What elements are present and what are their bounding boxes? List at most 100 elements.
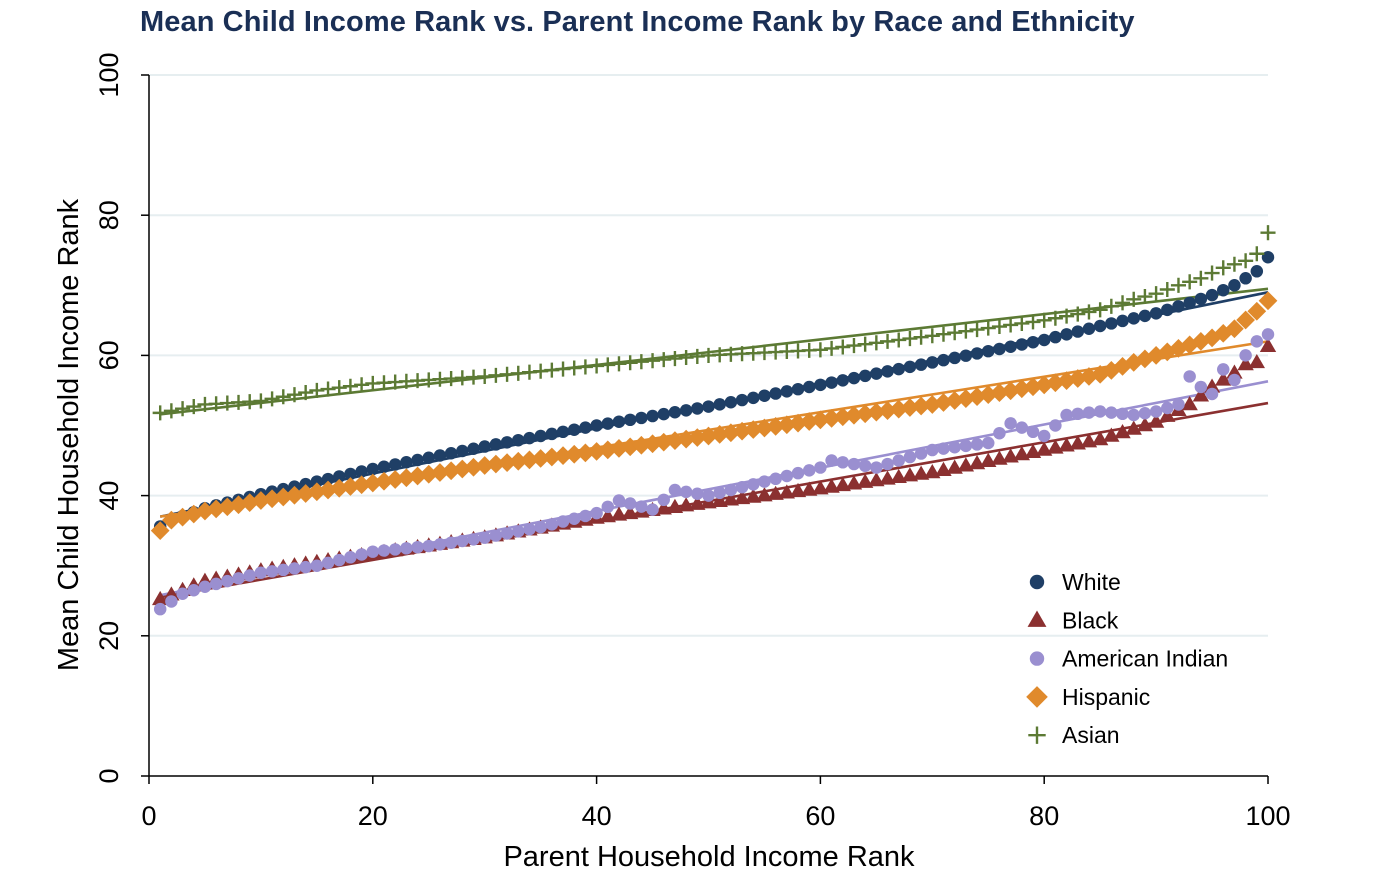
data-point bbox=[959, 349, 973, 362]
data-point bbox=[836, 456, 850, 469]
data-point bbox=[1183, 370, 1196, 383]
data-point bbox=[288, 562, 301, 575]
data-point bbox=[799, 412, 819, 431]
data-point bbox=[856, 473, 874, 488]
data-point bbox=[948, 351, 961, 365]
data-point bbox=[1172, 398, 1185, 411]
data-point bbox=[691, 402, 704, 415]
data-point bbox=[880, 333, 896, 349]
data-point bbox=[1116, 314, 1129, 328]
data-point bbox=[1047, 310, 1063, 326]
data-point bbox=[814, 378, 827, 392]
data-point bbox=[1014, 315, 1030, 331]
data-point bbox=[643, 434, 662, 454]
data-point bbox=[1090, 364, 1110, 384]
data-point bbox=[1194, 380, 1208, 394]
data-point bbox=[868, 472, 885, 487]
data-point bbox=[844, 405, 864, 425]
data-point bbox=[1170, 277, 1187, 293]
data-point bbox=[836, 374, 850, 387]
data-point bbox=[691, 487, 704, 500]
data-point bbox=[914, 358, 928, 371]
data-point bbox=[646, 503, 659, 516]
legend-marker bbox=[1029, 574, 1045, 590]
data-point bbox=[892, 454, 905, 467]
data-point bbox=[1049, 419, 1062, 432]
data-point bbox=[1093, 319, 1107, 333]
data-point bbox=[937, 442, 950, 455]
data-point bbox=[623, 413, 637, 427]
data-point bbox=[277, 563, 290, 577]
data-point bbox=[924, 328, 940, 344]
data-point bbox=[1228, 373, 1241, 387]
data-point bbox=[251, 491, 271, 510]
data-point bbox=[1049, 330, 1062, 344]
data-point bbox=[545, 427, 559, 441]
data-point bbox=[812, 342, 828, 358]
data-point bbox=[870, 367, 883, 380]
y-tick-label: 80 bbox=[94, 200, 124, 230]
data-point bbox=[240, 493, 260, 512]
data-point bbox=[478, 531, 491, 544]
data-point bbox=[310, 475, 324, 488]
x-tick-label: 100 bbox=[1245, 801, 1290, 831]
data-point bbox=[229, 495, 248, 515]
data-point bbox=[1046, 373, 1065, 393]
data-point bbox=[847, 457, 861, 471]
data-point bbox=[868, 335, 884, 351]
data-point bbox=[1172, 300, 1185, 313]
data-point bbox=[912, 465, 930, 480]
data-point bbox=[1194, 292, 1208, 306]
data-point bbox=[668, 406, 682, 419]
data-point bbox=[879, 470, 896, 485]
data-point bbox=[900, 398, 920, 417]
data-point bbox=[699, 426, 718, 446]
data-point bbox=[665, 431, 685, 451]
data-point bbox=[756, 487, 773, 502]
data-point bbox=[1159, 281, 1175, 298]
data-point bbox=[1250, 265, 1264, 278]
data-point bbox=[579, 421, 592, 434]
data-point bbox=[198, 580, 212, 593]
data-point bbox=[1114, 295, 1131, 311]
data-point bbox=[668, 483, 682, 497]
data-point bbox=[1203, 378, 1221, 393]
data-point bbox=[576, 443, 595, 463]
data-point bbox=[1149, 405, 1163, 418]
data-point bbox=[635, 411, 648, 425]
data-point bbox=[1037, 333, 1051, 347]
data-point bbox=[176, 587, 189, 600]
data-point bbox=[847, 371, 861, 385]
data-point bbox=[825, 376, 838, 389]
data-point bbox=[1003, 317, 1019, 333]
data-point bbox=[968, 455, 986, 470]
data-point bbox=[970, 347, 984, 360]
legend-label: American Indian bbox=[1062, 646, 1228, 672]
data-point bbox=[433, 538, 447, 551]
data-point bbox=[1260, 225, 1276, 241]
data-point bbox=[646, 409, 659, 423]
data-point bbox=[1059, 308, 1075, 324]
data-point bbox=[722, 491, 740, 506]
data-point bbox=[676, 429, 696, 449]
data-point bbox=[1004, 340, 1017, 353]
data-point bbox=[924, 464, 941, 479]
data-point bbox=[332, 553, 346, 567]
data-point bbox=[489, 529, 503, 542]
data-point bbox=[433, 449, 447, 462]
data-point bbox=[422, 451, 435, 464]
series-asian bbox=[152, 225, 1276, 421]
data-point bbox=[1259, 337, 1277, 353]
data-point bbox=[599, 508, 616, 523]
data-point bbox=[408, 466, 427, 486]
data-point bbox=[363, 473, 383, 493]
data-point bbox=[1137, 288, 1153, 305]
data-point bbox=[957, 457, 975, 472]
data-point bbox=[388, 543, 402, 556]
data-point bbox=[1258, 291, 1278, 311]
data-point bbox=[1036, 312, 1052, 328]
data-point bbox=[1205, 288, 1219, 302]
data-point bbox=[881, 457, 894, 471]
series-hispanic bbox=[150, 291, 1278, 541]
data-point bbox=[331, 380, 347, 396]
